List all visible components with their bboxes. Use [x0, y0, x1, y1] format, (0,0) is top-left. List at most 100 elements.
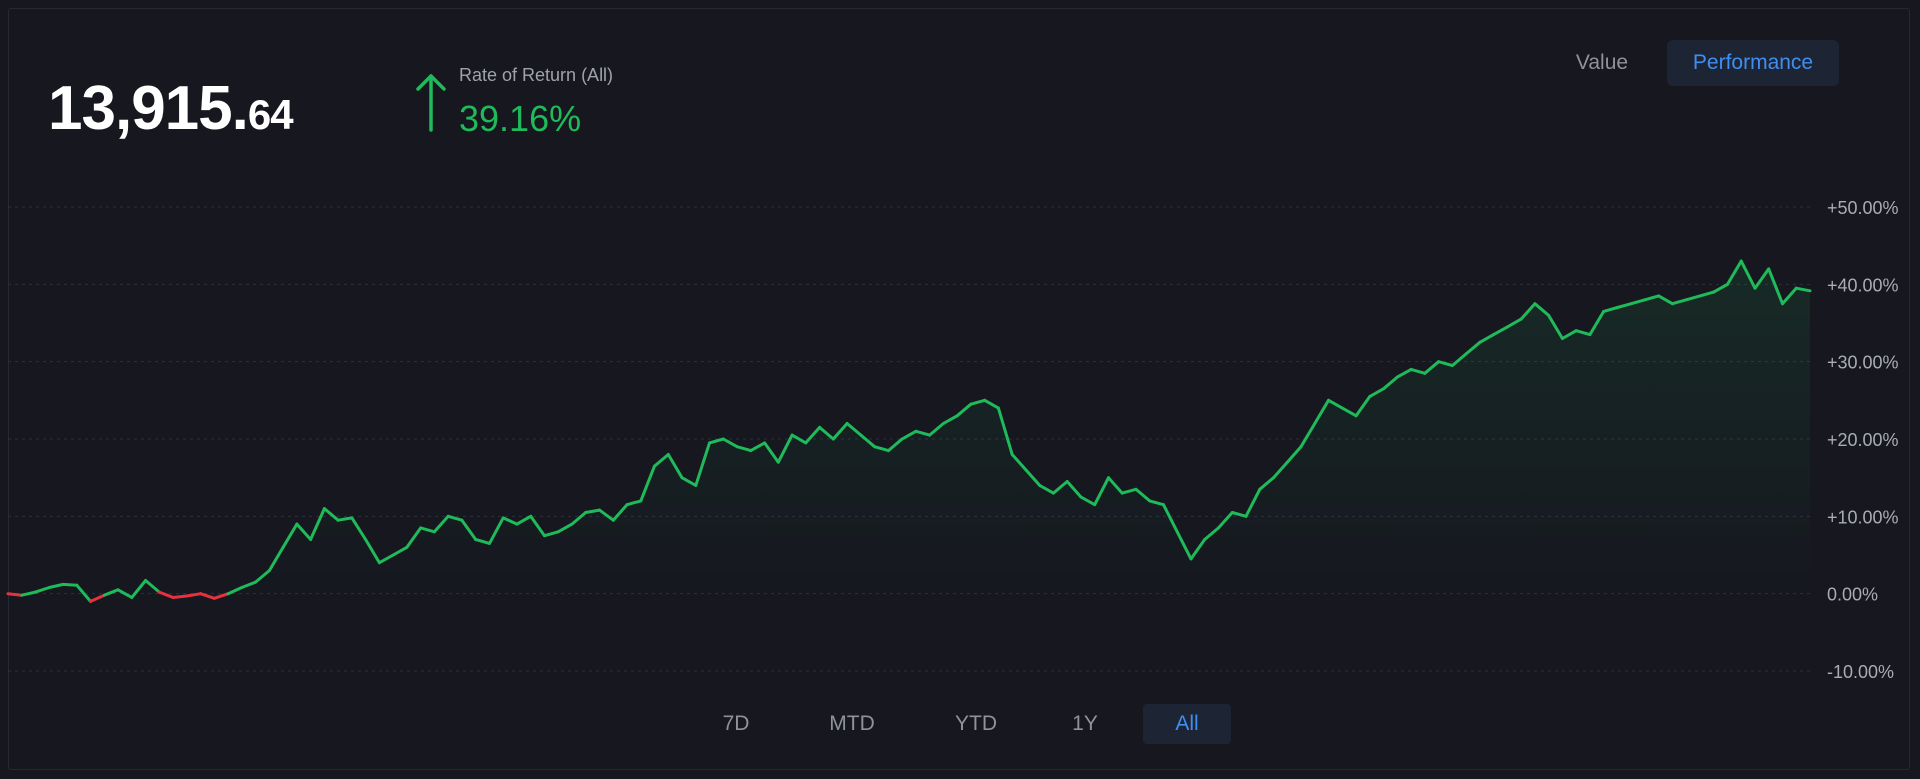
performance-line-segment — [1698, 290, 1716, 298]
performance-line-segment — [1038, 483, 1055, 495]
performance-line-segment — [639, 464, 656, 503]
performance-line-segment — [1437, 360, 1454, 367]
performance-line-segment — [1464, 340, 1482, 356]
performance-line-segment — [377, 553, 395, 565]
performance-line-segment — [1588, 309, 1606, 337]
y-tick-label: +10.00% — [1827, 507, 1899, 527]
performance-line-segment — [776, 433, 794, 464]
performance-line-segment — [1134, 487, 1152, 503]
range-button-1y[interactable]: 1Y — [1072, 712, 1098, 735]
performance-line-segment — [529, 514, 546, 538]
performance-line-segment — [1602, 306, 1619, 313]
performance-line-segment — [89, 593, 106, 603]
performance-line-segment — [171, 594, 189, 599]
performance-line-segment — [804, 425, 822, 445]
performance-line-segment — [1313, 398, 1330, 425]
y-tick-label: +30.00% — [1827, 353, 1899, 373]
performance-line-segment — [75, 583, 92, 603]
y-tick-label: +50.00% — [1827, 198, 1899, 218]
portfolio-value-main: 13,915. — [48, 74, 249, 143]
performance-line-segment — [543, 530, 560, 538]
performance-line-segment — [20, 590, 37, 597]
performance-line-segment — [6, 592, 24, 597]
performance-line-segment — [1382, 375, 1399, 391]
range-button-all[interactable]: All — [1143, 704, 1231, 744]
performance-line-segment — [1753, 267, 1771, 290]
performance-line-segment — [1189, 538, 1207, 561]
performance-line-segment — [831, 422, 849, 441]
performance-line-segment — [625, 499, 643, 507]
performance-line-segment — [1230, 511, 1248, 518]
performance-line-segment — [900, 429, 918, 441]
rate-of-return-value: 39.16% — [459, 98, 582, 139]
range-button-mtd[interactable]: MTD — [829, 712, 875, 735]
performance-line-segment — [281, 522, 299, 549]
performance-line-segment — [708, 437, 725, 445]
performance-line-segment — [928, 422, 945, 437]
performance-line-segment — [941, 414, 959, 425]
performance-toggle-button[interactable]: Performance — [1667, 40, 1839, 86]
performance-line-segment — [405, 526, 423, 549]
performance-line-segment — [1327, 398, 1344, 410]
portfolio-value: 13,915.64 — [48, 78, 294, 140]
performance-line-segment — [1670, 298, 1688, 306]
performance-line-segment — [1120, 487, 1138, 495]
performance-line-segment — [1010, 453, 1028, 472]
performance-line-segment — [1354, 395, 1372, 418]
value-toggle-button[interactable]: Value — [1575, 51, 1629, 74]
range-button-ytd[interactable]: YTD — [955, 712, 997, 735]
performance-line-segment — [336, 516, 354, 522]
performance-line-segment — [1051, 480, 1069, 495]
portfolio-value-cents: 64 — [247, 91, 294, 138]
performance-line-segment — [666, 453, 684, 480]
performance-line-segment — [1107, 476, 1124, 495]
performance-line-segment — [818, 425, 835, 441]
range-button-7d[interactable]: 7D — [722, 712, 750, 735]
performance-line-segment — [1615, 302, 1633, 309]
y-tick-label: +40.00% — [1827, 275, 1899, 295]
performance-line-segment — [1258, 476, 1275, 491]
performance-line-segment — [185, 592, 203, 598]
performance-line-segment — [1560, 329, 1578, 340]
performance-line-segment — [1505, 317, 1523, 329]
performance-line-segment — [1519, 302, 1537, 321]
performance-line-segment — [1368, 387, 1386, 398]
performance-line-segment — [1423, 360, 1441, 375]
performance-line-segment — [1629, 298, 1647, 306]
performance-line-segment — [364, 538, 381, 565]
performance-line-segment — [1285, 445, 1303, 464]
performance-line-segment — [1794, 286, 1812, 293]
performance-line-segment — [144, 579, 161, 594]
performance-line-segment — [1684, 294, 1702, 302]
performance-line-segment — [584, 508, 601, 514]
performance-line-segment — [1024, 468, 1042, 487]
performance-line-segment — [1340, 406, 1358, 418]
chart-panel — [8, 8, 1910, 770]
performance-line-segment — [1574, 329, 1592, 337]
performance-line-segment — [611, 503, 629, 522]
performance-line-segment — [1093, 476, 1110, 507]
performance-line-segment — [1395, 367, 1413, 379]
performance-line-segment — [1162, 503, 1179, 534]
performance-line-segment — [1767, 267, 1784, 306]
performance-line-segment — [212, 592, 230, 600]
performance-line-segment — [47, 582, 65, 589]
performance-line-segment — [1533, 302, 1551, 317]
performance-line-segment — [309, 507, 326, 541]
performance-line-segment — [1299, 422, 1317, 449]
performance-line-segment — [1450, 352, 1468, 367]
performance-line-segment — [955, 402, 973, 418]
y-tick-label: -10.00% — [1827, 662, 1894, 682]
performance-line-segment — [749, 441, 767, 453]
performance-line-segment — [873, 445, 890, 453]
performance-line-segment — [1148, 499, 1165, 507]
rate-of-return-label: Rate of Return (All) — [459, 65, 614, 85]
performance-line-segment — [721, 437, 739, 449]
performance-line-segment — [790, 433, 808, 445]
performance-line-segment — [116, 588, 134, 599]
performance-line-segment — [295, 522, 313, 541]
performance-line-segment — [969, 398, 987, 406]
y-tick-label: +20.00% — [1827, 430, 1899, 450]
performance-line-segment — [61, 582, 79, 587]
